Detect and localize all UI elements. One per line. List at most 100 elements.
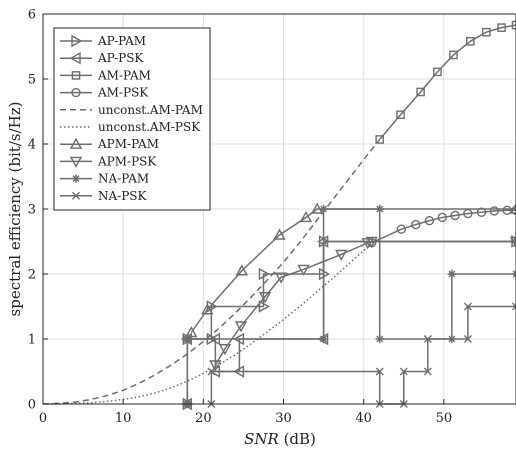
point-apm-psk <box>365 236 378 248</box>
point-apm-psk <box>218 344 232 356</box>
point-na-psk <box>375 367 384 376</box>
point-am-pam <box>482 27 491 37</box>
legend-label-na-psk: NA-PSK <box>98 189 148 203</box>
point-am-pam <box>449 50 458 60</box>
legend-marker-ap-pam <box>71 34 83 48</box>
point-am-psk <box>489 206 500 216</box>
y-axis-label: spectral efficiency (bit/s/Hz) <box>6 102 24 317</box>
legend-entry-ap-psk: AP-PSK <box>60 51 144 65</box>
legend-label-unconst-am-psk: unconst.AM-PSK <box>98 120 201 134</box>
legend-label-ap-pam: AP-PAM <box>97 34 146 48</box>
x-axis-label: SNR (dB) <box>244 430 316 448</box>
legend-label-am-pam: AM-PAM <box>97 68 151 82</box>
x-tick-label: 40 <box>355 411 372 426</box>
legend-entry-unconst-am-psk: unconst.AM-PSK <box>60 120 201 134</box>
point-am-pam <box>433 67 442 77</box>
legend-marker-na-psk <box>72 191 80 200</box>
point-am-pam <box>466 37 475 46</box>
series-na-psk <box>207 302 516 408</box>
legend-marker-am-psk <box>71 87 81 98</box>
point-na-pam <box>375 334 384 344</box>
point-ap-pam <box>258 267 270 281</box>
point-na-pam <box>319 334 328 344</box>
point-na-psk <box>423 335 432 343</box>
legend-entry-unconst-am-pam: unconst.AM-PAM <box>60 103 203 117</box>
legend-label-am-psk: AM-PSK <box>97 86 149 100</box>
y-tick-label: 1 <box>28 333 36 348</box>
point-ap-pam <box>258 300 270 313</box>
legend-entry-ap-pam: AP-PAM <box>60 34 146 48</box>
point-na-pam <box>447 269 457 279</box>
series-apm-psk <box>209 236 516 372</box>
legend-label-apm-pam: APM-PAM <box>97 137 159 151</box>
y-tick-label: 5 <box>28 73 36 88</box>
series-line-unconst-am-psk <box>43 242 373 405</box>
legend-entry-na-psk: NA-PSK <box>60 189 148 203</box>
x-tick-label: 30 <box>275 411 292 426</box>
point-apm-psk <box>258 292 272 304</box>
x-tick-label: 10 <box>115 411 132 426</box>
x-tick-label: 50 <box>436 411 453 426</box>
legend-entry-am-pam: AM-PAM <box>60 68 151 82</box>
point-apm-psk <box>234 321 248 333</box>
point-apm-psk <box>335 249 348 261</box>
legend-label-na-pam: NA-PAM <box>98 172 149 186</box>
tick-layer: 0 10 20 30 40 50 0 1 2 3 4 5 6 <box>28 8 452 427</box>
series-am-psk <box>366 205 516 248</box>
point-am-psk <box>424 215 435 226</box>
x-axis-label-unit: (dB) <box>279 430 316 448</box>
point-am-psk <box>396 224 407 234</box>
point-am-psk <box>450 210 460 221</box>
y-tick-label: 0 <box>28 398 36 413</box>
legend-marker-ap-psk <box>69 52 81 65</box>
x-tick-label: 20 <box>195 411 212 426</box>
point-apm-psk <box>209 360 222 372</box>
point-apm-pam <box>273 228 286 240</box>
series-unconst-am-psk <box>43 242 373 405</box>
legend-marker-na-pam <box>71 174 81 183</box>
point-apm-pam <box>299 211 313 223</box>
legend-marker-am-pam <box>71 71 81 80</box>
legend-label-apm-psk: APM-PSK <box>97 154 157 168</box>
point-na-psk <box>399 367 408 376</box>
point-na-pam <box>183 334 192 344</box>
legend-marker-apm-pam <box>69 137 83 149</box>
point-am-psk <box>411 219 421 230</box>
series-apm-pam <box>185 202 516 338</box>
point-na-psk <box>463 302 472 311</box>
point-am-pam <box>416 87 425 97</box>
y-tick-label: 6 <box>28 8 36 23</box>
point-apm-psk <box>297 264 310 276</box>
legend-entry-apm-pam: APM-PAM <box>60 137 159 151</box>
point-am-pam <box>511 20 516 30</box>
point-apm-pam <box>185 326 198 338</box>
x-axis-label-main: SNR <box>244 430 279 448</box>
legend-entry-na-pam: NA-PAM <box>60 172 149 186</box>
point-na-psk <box>207 367 216 376</box>
series-line-apm-pam <box>190 208 516 333</box>
legend-entry-am-psk: AM-PSK <box>60 86 149 100</box>
point-am-psk <box>502 205 512 216</box>
point-na-psk <box>423 367 432 376</box>
y-tick-label: 2 <box>28 268 36 283</box>
legend-label-ap-psk: AP-PSK <box>97 51 144 65</box>
point-am-psk <box>437 212 447 223</box>
point-apm-psk <box>274 272 288 284</box>
series-layer <box>42 20 516 411</box>
legend: AP-PAM AP-PSK AM-PAM AM-PSK unconst.AM-PAM un… <box>53 27 211 211</box>
point-na-pam <box>319 204 328 214</box>
legend-label-unconst-am-pam: unconst.AM-PAM <box>98 103 203 117</box>
series-am-pam <box>375 20 516 144</box>
point-am-pam <box>497 23 506 32</box>
point-am-pam <box>396 110 405 120</box>
series-ap-psk <box>180 235 516 411</box>
point-na-pam <box>375 204 384 214</box>
point-na-psk <box>512 302 516 311</box>
point-apm-pam <box>509 202 516 214</box>
y-tick-label: 4 <box>28 138 36 153</box>
legend-marker-apm-psk <box>69 156 83 168</box>
legend-entry-apm-psk: APM-PSK <box>60 154 157 168</box>
point-am-pam <box>375 135 385 144</box>
point-apm-psk <box>509 236 516 248</box>
